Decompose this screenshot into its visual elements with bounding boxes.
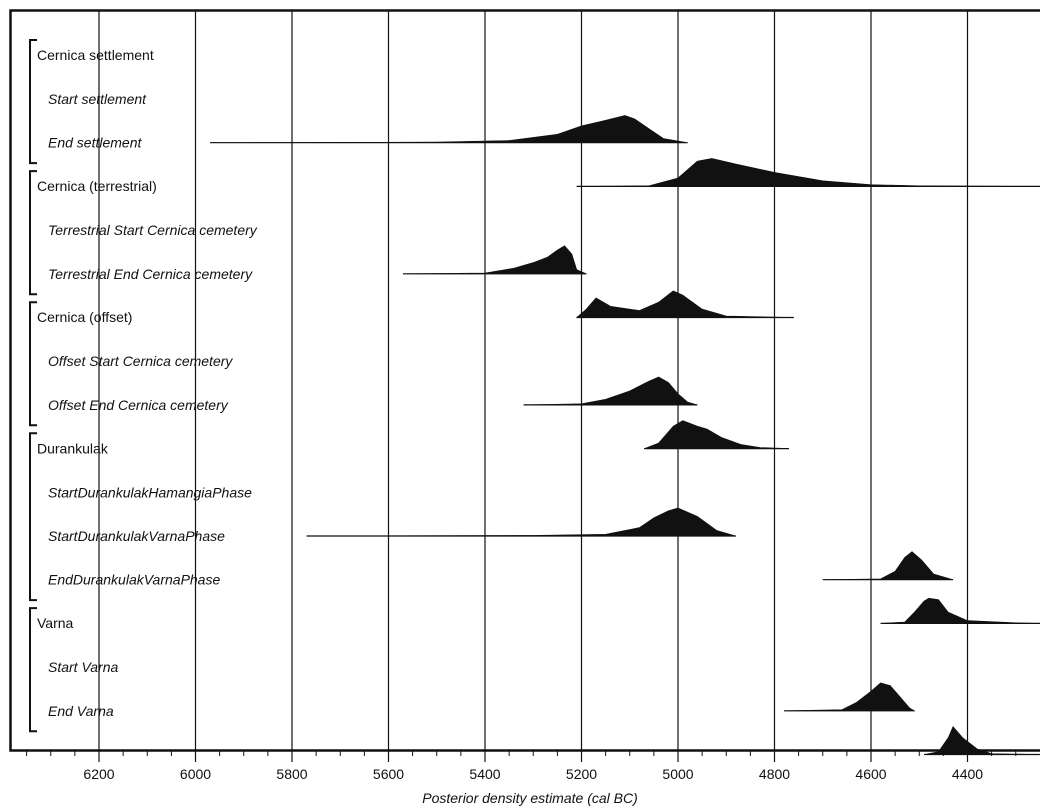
group-bracket — [29, 39, 37, 165]
group-label: Cernica settlement — [37, 47, 154, 63]
tick-label: 5400 — [469, 766, 500, 782]
tick-label: 4600 — [855, 766, 886, 782]
group-bracket — [29, 301, 37, 427]
group-bracket — [29, 432, 37, 602]
tick-label: 6200 — [83, 766, 114, 782]
series-label: Terrestrial End Cernica cemetery — [48, 266, 253, 282]
density-area — [575, 290, 794, 318]
series-label: End Varna — [48, 703, 114, 719]
series-label: Offset End Cernica cemetery — [48, 397, 229, 413]
tick-label: 5800 — [276, 766, 307, 782]
density-area — [822, 551, 954, 580]
series-label: Start Varna — [48, 659, 119, 675]
group-bracket — [29, 607, 37, 733]
tick-label: 5200 — [566, 766, 597, 782]
x-axis: 6200 6000 5800 5600 5400 5200 5000 4800 4600 4400 — [26, 750, 1017, 782]
x-axis-title: Posterior density estimate (cal BC) — [422, 790, 638, 806]
group-bracket — [29, 170, 37, 296]
tick-label: 5600 — [373, 766, 404, 782]
plot-frame — [9, 9, 1040, 752]
series-label: StartDurankulakVarnaPhase — [48, 528, 225, 544]
tick-label: 4400 — [952, 766, 983, 782]
density-area — [880, 597, 1040, 624]
group-label: Varna — [37, 615, 74, 631]
density-area — [576, 158, 1040, 187]
tick-label: 6000 — [180, 766, 211, 782]
gridlines — [98, 11, 969, 750]
series-label: StartDurankulakHamangiaPhase — [48, 484, 252, 500]
density-area — [306, 507, 736, 537]
density-area — [644, 420, 790, 449]
series-label: Start settlement — [48, 91, 147, 107]
density-area — [402, 245, 587, 275]
density-layer — [209, 115, 1040, 756]
tick-label: 5000 — [662, 766, 693, 782]
label-layer: Cernica settlement Start settlement End se… — [29, 39, 258, 733]
tick-label: 4800 — [759, 766, 790, 782]
density-area — [924, 725, 1040, 755]
group-label: Cernica (offset) — [37, 309, 132, 325]
series-label: EndDurankulakVarnaPhase — [48, 572, 220, 588]
density-area — [523, 376, 698, 406]
series-label: Terrestrial Start Cernica cemetery — [48, 222, 258, 238]
density-area — [784, 682, 916, 712]
group-label: Cernica (terrestrial) — [37, 178, 157, 194]
series-label: End settlement — [48, 135, 142, 151]
density-area — [209, 115, 688, 143]
series-label: Offset Start Cernica cemetery — [48, 353, 233, 369]
group-label: Durankulak — [37, 440, 109, 456]
